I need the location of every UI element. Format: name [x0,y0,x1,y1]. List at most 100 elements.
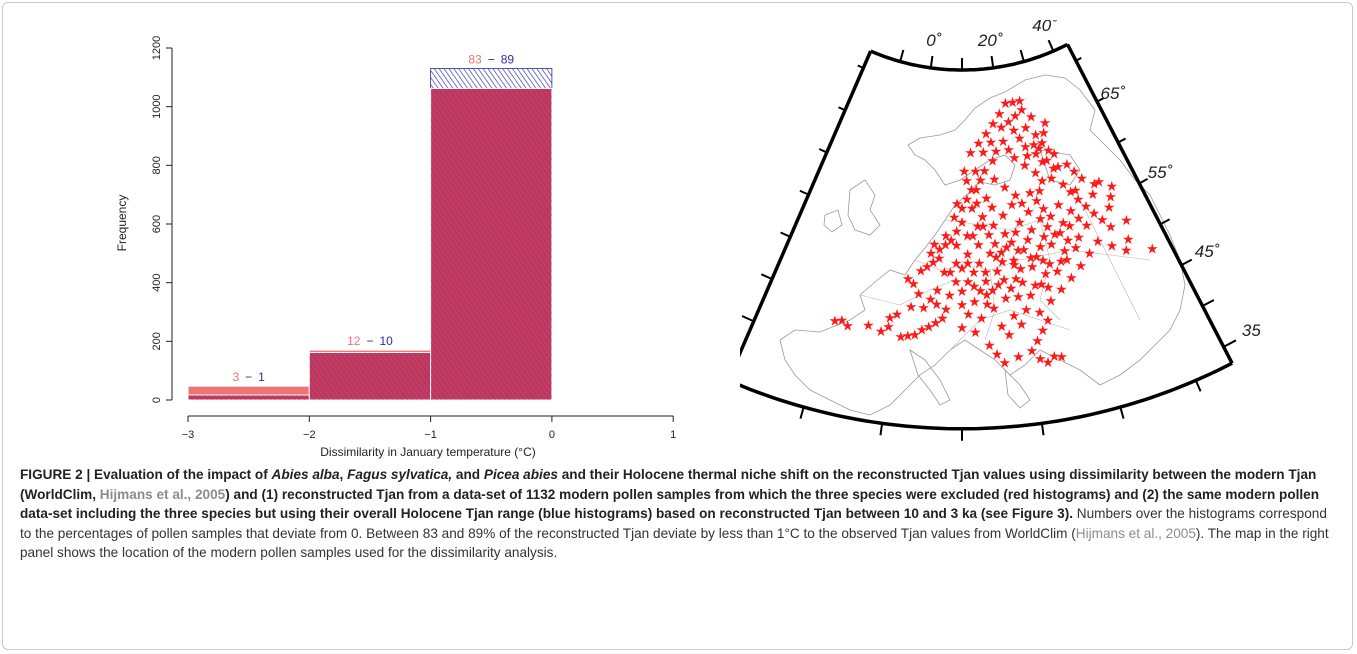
sample-point: ★ [977,219,990,235]
sample-point: ★ [950,224,963,240]
sample-point: ★ [1006,95,1019,111]
sample-point: ★ [1072,192,1085,208]
map-tick [780,231,791,238]
sample-point: ★ [908,328,921,344]
sample-point: ★ [1035,277,1048,293]
sample-point: ★ [977,145,990,161]
sample-point: ★ [956,201,969,217]
sample-point: ★ [1029,128,1042,144]
sample-point: ★ [961,247,974,263]
sample-point: ★ [1009,225,1022,241]
sample-point: ★ [971,219,984,235]
sample-point: ★ [966,228,979,244]
sample-point: ★ [997,134,1010,150]
sample-point: ★ [1120,243,1133,259]
histogram-bar-hatch [188,395,310,400]
map-tick [1180,258,1193,266]
sample-point: ★ [1002,114,1015,130]
sample-point: ★ [912,286,925,302]
sample-point: ★ [1005,281,1018,297]
sample-point: ★ [962,307,975,323]
map-tick [1040,423,1045,436]
sample-point: ★ [1057,215,1070,231]
sample-point: ★ [961,229,974,245]
map-tick [1119,406,1125,419]
x-tick-label: −2 [303,429,316,441]
sample-point: ★ [891,307,904,323]
sample-point: ★ [1026,260,1039,276]
bar-labels: 3−1 12−10 83−89 [232,53,514,385]
sample-point: ★ [980,191,993,207]
sample-point: ★ [1061,157,1074,173]
reference-link[interactable]: Hijmans et al., 2005 [99,486,226,502]
sample-point: ★ [981,288,994,304]
sample-point: ★ [1034,240,1047,256]
sample-point: ★ [875,324,888,340]
graticule-frame [740,39,1237,441]
sample-point: ★ [1038,229,1051,245]
sample-point: ★ [995,245,1008,261]
sample-point: ★ [1030,250,1043,266]
sample-point: ★ [1000,240,1013,256]
map-tick [990,55,995,69]
sample-point: ★ [1088,206,1101,222]
sample-point: ★ [1007,253,1020,269]
sample-point: ★ [951,196,964,212]
sample-point: ★ [1045,237,1058,253]
sample-point: ★ [1025,110,1038,126]
map-tick [1202,299,1215,307]
sample-point: ★ [999,96,1012,112]
sample-point: ★ [988,172,1001,188]
map-tick [1019,49,1025,62]
sample-point: ★ [927,255,940,271]
sample-point: ★ [966,201,979,217]
sample-point: ★ [1022,232,1035,248]
sample-point: ★ [1042,143,1055,159]
sample-point: ★ [995,120,1008,136]
y-tick-label: 200 [151,332,163,350]
sample-point: ★ [1047,161,1060,177]
sample-point: ★ [836,313,849,329]
map-tick [799,189,809,196]
sample-point: ★ [945,233,958,249]
y-tick-label: 0 [151,397,163,403]
sample-point: ★ [944,265,957,281]
sample-point: ★ [841,318,854,334]
map-lat-label: 65˚ [1101,84,1126,103]
sample-point: ★ [943,288,956,304]
sample-point: ★ [996,319,1009,335]
sample-point: ★ [984,246,997,262]
sample-point: ★ [962,275,975,291]
sample-point: ★ [1012,350,1025,366]
sample-point: ★ [965,182,978,198]
sample-point: ★ [1036,135,1049,151]
sample-point: ★ [1088,176,1101,192]
sample-point: ★ [1062,233,1075,249]
sample-point: ★ [1017,242,1030,258]
histogram-bar-hatch [430,88,552,400]
y-tick-label: 1200 [151,36,163,60]
sample-point: ★ [1024,185,1037,201]
map-frame-left [740,50,873,358]
sample-point: ★ [1036,154,1049,170]
sample-point: ★ [1008,309,1021,325]
sample-point: ★ [978,163,991,179]
sample-point: ★ [961,256,974,272]
sample-point: ★ [907,277,920,293]
sample-point: ★ [1057,177,1070,193]
map-tick [818,148,828,154]
map-tick [741,315,755,323]
sample-point: ★ [1068,164,1081,180]
map-tick [899,49,905,62]
x-tick-label: 1 [670,429,676,441]
sample-point: ★ [990,144,1003,160]
sample-point: ★ [950,256,963,272]
sample-point: ★ [981,297,994,313]
map-frame-top [870,42,1069,72]
sample-point: ★ [999,291,1012,307]
sample-point: ★ [921,259,934,275]
reference-link[interactable]: Hijmans et al., 2005 [1075,525,1196,541]
figure-link[interactable]: Figure 3 [1011,506,1065,521]
map-frame-right [1065,43,1234,365]
sample-point: ★ [973,256,986,272]
